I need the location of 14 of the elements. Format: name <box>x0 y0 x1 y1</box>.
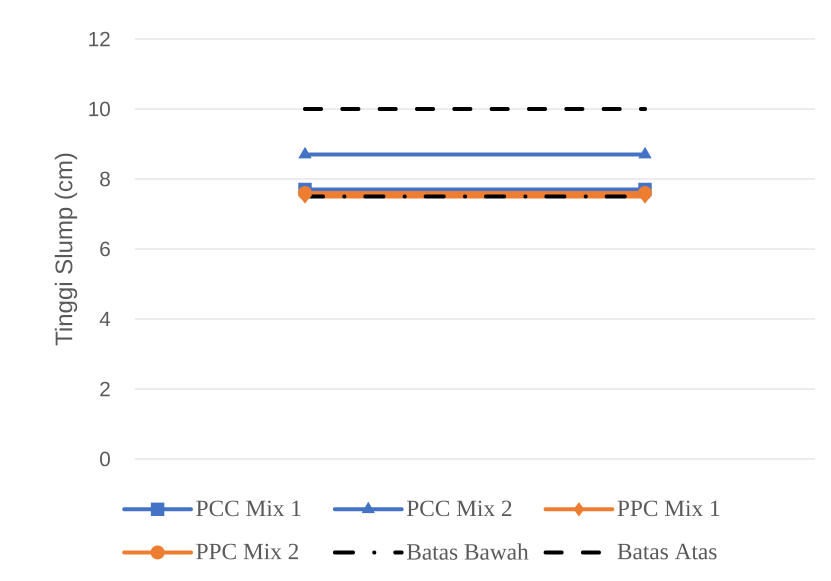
y-tick-label: 0 <box>100 452 110 466</box>
legend-label: PCC Mix 2 <box>406 500 512 516</box>
legend-label: Batas Bawah <box>406 543 528 560</box>
legend-label: PCC Mix 1 <box>196 500 301 516</box>
y-axis-title: Tinggi Slump (cm) <box>54 154 78 346</box>
legend-label: Batas Atas <box>618 544 717 560</box>
y-tick-label: 4 <box>100 312 110 326</box>
legend-label: PPC Mix 2 <box>196 544 298 560</box>
y-tick-label: 2 <box>100 382 110 396</box>
legend-label: PPC Mix 1 <box>618 500 720 516</box>
y-tick-label: 12 <box>89 32 110 46</box>
y-tick-label: 6 <box>100 242 110 256</box>
y-tick-label: 10 <box>89 102 110 116</box>
y-tick-label: 8 <box>100 172 110 186</box>
